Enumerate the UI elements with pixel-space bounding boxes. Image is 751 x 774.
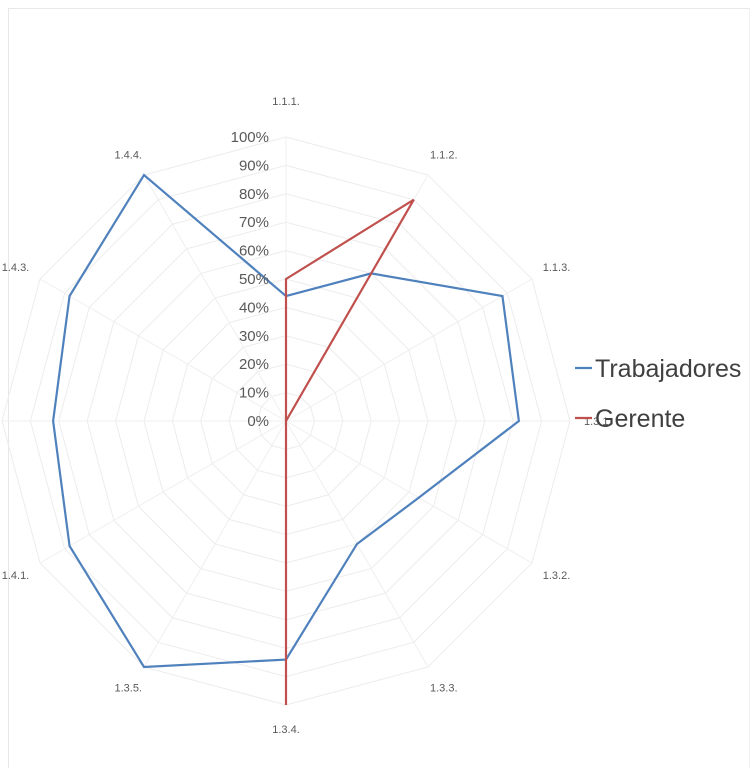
chart-frame	[8, 8, 750, 768]
category-labels: 1.1.1.1.1.2.1.1.3.1.3.1.1.3.2.1.3.3.1.3.…	[2, 96, 612, 736]
grid-spoke	[285, 278, 533, 422]
category-label: 1.4.3.	[2, 262, 30, 274]
tick-label: 40%	[239, 299, 269, 316]
tick-label: 80%	[239, 186, 269, 203]
radar-series	[52, 173, 521, 705]
legend-label: Trabajadores	[595, 355, 741, 383]
category-label: 1.1.3.	[543, 262, 571, 274]
tick-label: 60%	[239, 243, 269, 260]
tick-label: 100%	[231, 129, 269, 146]
tick-label: 70%	[239, 214, 269, 231]
grid-spoke	[143, 420, 287, 668]
category-label: 1.1.1.	[272, 96, 300, 108]
grid-spoke	[143, 174, 287, 422]
legend: Trabajadores Gerente	[575, 355, 741, 433]
category-label: 1.3.3.	[430, 683, 458, 695]
grid-spoke	[39, 420, 287, 564]
series-line-gerente	[284, 198, 415, 705]
category-label: 1.1.2.	[430, 149, 458, 161]
category-label: 1.3.2.	[543, 570, 571, 582]
tick-label: 30%	[239, 328, 269, 345]
tick-label: 50%	[239, 271, 269, 288]
grid-spoke	[285, 420, 533, 564]
grid-spoke	[39, 278, 287, 422]
tick-label: 90%	[239, 157, 269, 174]
category-label: 1.3.5.	[114, 683, 142, 695]
category-label: 1.3.4.	[272, 724, 300, 736]
tick-label: 20%	[239, 356, 269, 373]
tick-label: 0%	[247, 413, 269, 430]
radial-axis-ticks: 0% 10% 20% 30% 40% 50% 60% 70% 80% 90% 100%	[231, 129, 269, 430]
category-label: 1.4.1.	[2, 570, 30, 582]
tick-label: 10%	[239, 385, 269, 402]
legend-label: Gerente	[595, 405, 685, 433]
category-label: 1.4.4.	[114, 149, 142, 161]
